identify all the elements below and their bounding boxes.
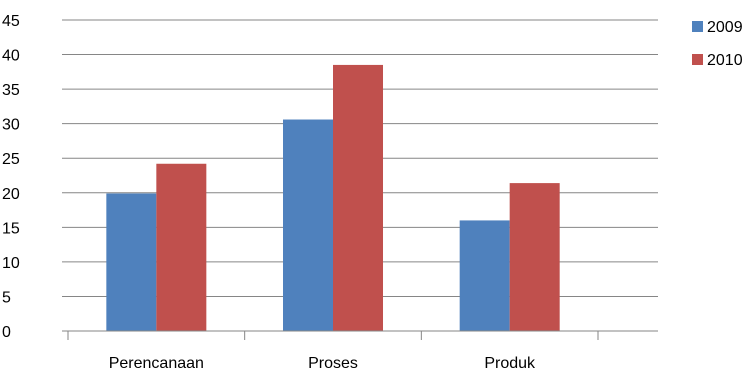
y-axis-ticks: 0 5 10 15 20 25 30 35 40 45 bbox=[2, 13, 20, 341]
y-tick-label-0: 0 bbox=[2, 324, 11, 341]
y-tick-label-20: 20 bbox=[2, 186, 20, 203]
y-tick-label-35: 35 bbox=[2, 82, 20, 99]
legend-swatch-2010 bbox=[692, 54, 703, 65]
bar-2010-perencanaan bbox=[156, 163, 207, 331]
bar-2009-perencanaan bbox=[106, 193, 157, 331]
x-tick-label-produk: Produk bbox=[484, 355, 536, 372]
y-tick-label-15: 15 bbox=[2, 220, 20, 237]
y-tick-label-30: 30 bbox=[2, 117, 20, 134]
bar-2009-produk bbox=[459, 220, 510, 331]
bar-2009-proses bbox=[283, 119, 334, 332]
x-tick-label-perencanaan: Perencanaan bbox=[109, 355, 204, 372]
legend-label-2010: 2010 bbox=[707, 52, 743, 69]
x-tick-label-proses: Proses bbox=[308, 355, 358, 372]
legend: 2009 2010 bbox=[692, 19, 743, 69]
legend-label-2009: 2009 bbox=[707, 19, 743, 36]
bar-2010-produk bbox=[509, 183, 560, 331]
x-axis bbox=[62, 330, 658, 340]
y-tick-label-45: 45 bbox=[2, 13, 20, 30]
y-tick-label-40: 40 bbox=[2, 48, 20, 65]
legend-swatch-2009 bbox=[692, 21, 703, 32]
y-tick-label-25: 25 bbox=[2, 151, 20, 168]
x-axis-labels: Perencanaan Proses Produk bbox=[109, 355, 536, 372]
bar-2010-proses bbox=[333, 64, 384, 331]
bars bbox=[106, 64, 560, 332]
y-tick-label-10: 10 bbox=[2, 255, 20, 272]
y-tick-label-5: 5 bbox=[2, 289, 11, 306]
